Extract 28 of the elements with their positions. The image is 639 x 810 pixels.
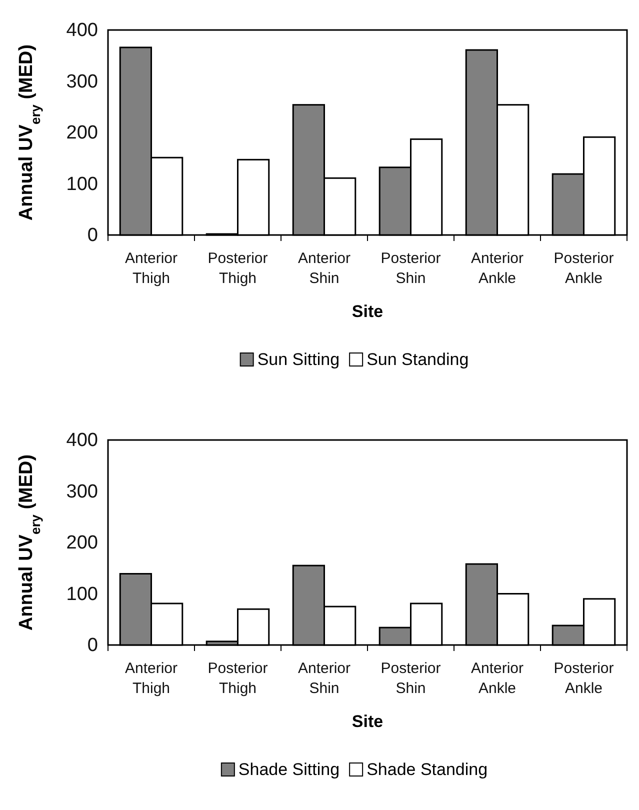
x-tick-label: Anterior Thigh [124, 250, 178, 287]
legend-label: Shade Sitting [238, 760, 340, 779]
x-tick-label: Posterior Thigh [208, 250, 268, 287]
legend-label: Sun Sitting [257, 350, 340, 369]
y-tick-label: 0 [87, 635, 98, 656]
y-tick-label: 300 [66, 71, 98, 92]
y-tick-label: 400 [66, 20, 98, 42]
y-tick-label: 100 [66, 584, 98, 605]
y-tick-label: 0 [87, 225, 98, 246]
x-axis-title: Site [352, 302, 384, 321]
legend-label: Sun Standing [366, 350, 469, 369]
x-tick-label: Anterior Shin [298, 250, 351, 287]
x-tick-label: Anterior Shin [298, 660, 351, 697]
y-tick-label: 300 [66, 481, 98, 502]
legend-label: Shade Standing [366, 760, 488, 779]
x-tick-label: Posterior Shin [380, 250, 441, 287]
x-tick-label: Posterior Ankle [554, 250, 614, 287]
x-tick-label: Anterior Ankle [470, 250, 524, 287]
y-tick-label: 100 [66, 174, 98, 195]
y-tick-label: 200 [66, 122, 98, 144]
x-tick-label: Posterior Ankle [554, 660, 614, 697]
x-tick-label: Anterior Thigh [124, 660, 178, 697]
x-axis-title: Site [352, 712, 384, 731]
x-tick-label: Posterior Thigh [208, 660, 268, 697]
x-tick-label: Posterior Shin [380, 660, 441, 697]
x-tick-label: Anterior Ankle [470, 660, 524, 697]
y-tick-label: 400 [66, 430, 98, 452]
y-tick-label: 200 [66, 532, 98, 554]
